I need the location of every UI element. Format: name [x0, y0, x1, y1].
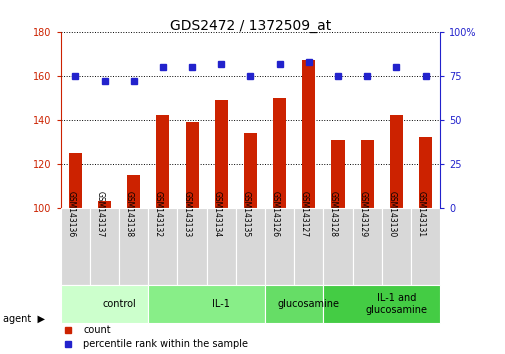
Text: IL-1 and
glucosamine: IL-1 and glucosamine	[365, 293, 427, 315]
Text: agent  ▶: agent ▶	[3, 314, 44, 324]
Bar	[98, 201, 111, 208]
Text: GSM143130: GSM143130	[387, 191, 395, 237]
FancyBboxPatch shape	[119, 208, 148, 285]
Text: GDS2472 / 1372509_at: GDS2472 / 1372509_at	[170, 19, 330, 34]
FancyBboxPatch shape	[265, 285, 323, 323]
FancyBboxPatch shape	[381, 208, 410, 285]
Text: GSM143127: GSM143127	[299, 191, 308, 237]
Text: IL-1: IL-1	[212, 299, 230, 309]
FancyBboxPatch shape	[61, 285, 148, 323]
FancyBboxPatch shape	[323, 285, 439, 323]
Text: GSM143135: GSM143135	[241, 191, 250, 237]
Bar	[185, 122, 198, 208]
Text: GSM143126: GSM143126	[270, 191, 279, 237]
FancyBboxPatch shape	[265, 208, 294, 285]
FancyBboxPatch shape	[148, 285, 265, 323]
Bar	[418, 137, 431, 208]
Text: GSM143133: GSM143133	[183, 191, 192, 237]
Text: GSM143131: GSM143131	[416, 191, 425, 237]
Bar	[69, 153, 82, 208]
Text: GSM143132: GSM143132	[154, 191, 163, 237]
Bar	[243, 133, 257, 208]
Text: GSM143129: GSM143129	[358, 191, 367, 237]
FancyBboxPatch shape	[90, 208, 119, 285]
Text: percentile rank within the sample: percentile rank within the sample	[83, 338, 248, 349]
FancyBboxPatch shape	[323, 208, 352, 285]
Text: control: control	[102, 299, 136, 309]
FancyBboxPatch shape	[148, 208, 177, 285]
Text: count: count	[83, 325, 111, 335]
Bar	[127, 175, 140, 208]
FancyBboxPatch shape	[177, 208, 206, 285]
Text: GSM143136: GSM143136	[66, 191, 75, 237]
Text: GSM143137: GSM143137	[95, 191, 105, 237]
Text: GSM143138: GSM143138	[124, 191, 133, 237]
Text: glucosamine: glucosamine	[277, 299, 339, 309]
FancyBboxPatch shape	[294, 208, 323, 285]
FancyBboxPatch shape	[206, 208, 235, 285]
Text: GSM143128: GSM143128	[328, 191, 337, 237]
Bar	[301, 61, 315, 208]
Bar	[273, 98, 286, 208]
Bar	[331, 139, 344, 208]
Bar	[360, 139, 373, 208]
FancyBboxPatch shape	[410, 208, 439, 285]
Bar	[156, 115, 169, 208]
FancyBboxPatch shape	[235, 208, 265, 285]
FancyBboxPatch shape	[352, 208, 381, 285]
Bar	[214, 100, 227, 208]
FancyBboxPatch shape	[61, 208, 90, 285]
Text: GSM143134: GSM143134	[212, 191, 221, 237]
Bar	[389, 115, 402, 208]
